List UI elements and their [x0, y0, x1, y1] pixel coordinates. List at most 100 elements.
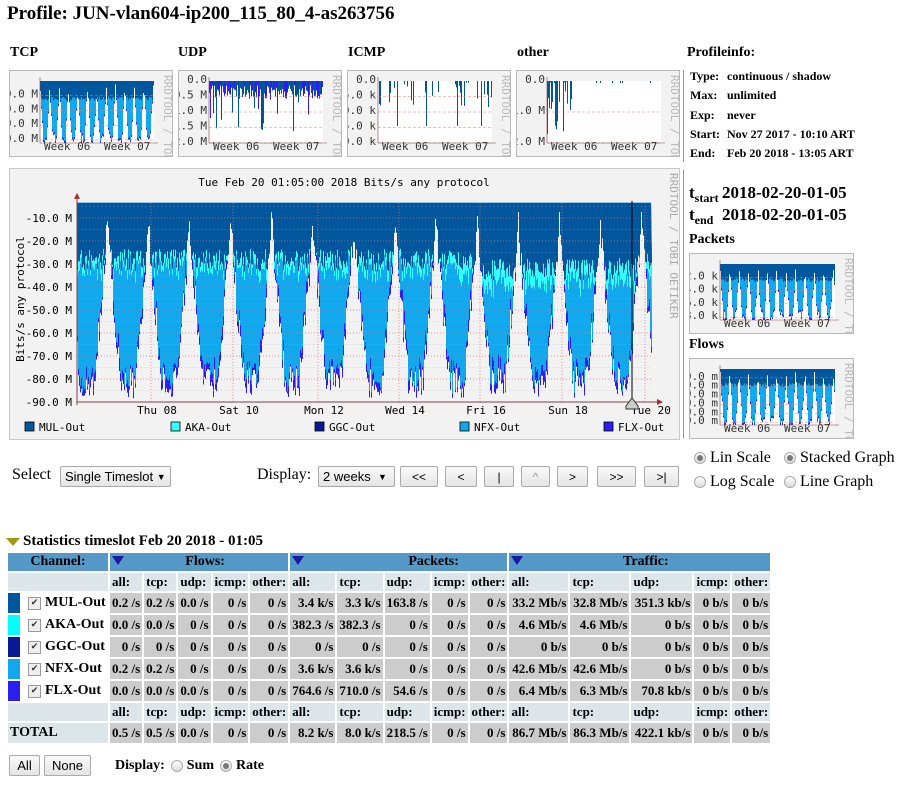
display-period-select[interactable]: 2 weeks ▼ [318, 466, 395, 487]
tab-other[interactable]: other [517, 45, 549, 60]
stacked-graph-radio[interactable]: Stacked Graph [784, 449, 895, 467]
nav-fast-forward-button[interactable]: >> [597, 466, 636, 487]
thumb-bar [806, 264, 807, 280]
stat-value: 0 /s [144, 637, 177, 657]
rate-radio[interactable]: Rate [220, 758, 264, 774]
stat-value: 0.2 /s [110, 593, 143, 613]
thumb-bar [102, 81, 103, 134]
channel-checkbox[interactable]: ✔ [28, 596, 41, 610]
tab-icmp[interactable]: ICMP [348, 45, 386, 60]
line-graph-radio[interactable]: Line Graph [784, 473, 873, 491]
thumb-bar [825, 369, 826, 385]
line-graph-label: Line Graph [800, 473, 874, 490]
stat-value: 0 /s [469, 681, 508, 701]
timeslot-select-value: Single Timeslot [65, 469, 154, 484]
thumb-bar [106, 81, 107, 88]
thumb-bar [151, 81, 152, 98]
thumb-bar [753, 369, 754, 419]
thumb-bar [226, 81, 227, 86]
thumb-bar [721, 369, 722, 385]
udp-thumbnail-graph[interactable]: 0.0 -0.5 M -1.0 M -1.5 M -2.0 M Week 06 Week 0… [167, 70, 343, 221]
stat-value: 0 b/s [570, 637, 630, 657]
nav-last-button[interactable]: >| [644, 466, 679, 487]
sort-triangle-icon[interactable] [511, 556, 524, 565]
packets-header[interactable]: Packets: [290, 553, 508, 571]
stats-heading[interactable]: Statistics timeslot Feb 20 2018 - 01:05 [6, 533, 263, 550]
timeslot-select[interactable]: Single Timeslot ▼ [60, 466, 171, 487]
stat-value: 0 /s [212, 681, 249, 701]
thumb-bar [149, 81, 150, 97]
channel-checkbox[interactable]: ✔ [28, 662, 41, 676]
nav-first-button[interactable]: << [400, 466, 438, 487]
sub-header: tcp: [144, 703, 177, 721]
thumb-bar [397, 81, 398, 126]
thumb-bar [85, 81, 86, 100]
nav-next-button[interactable]: > [557, 466, 588, 487]
thumb-bar [318, 81, 319, 97]
thumb-bar [140, 81, 141, 138]
log-scale-radio[interactable]: Log Scale [694, 473, 774, 491]
thumb-bar [407, 81, 408, 87]
thumb-bar [41, 81, 42, 99]
thumb-bar [74, 81, 75, 138]
thumb-bar [484, 81, 485, 95]
channel-checkbox[interactable]: ✔ [28, 684, 41, 698]
thumb-bar [228, 81, 229, 92]
thumb-bar [728, 369, 729, 384]
channel-checkbox[interactable]: ✔ [28, 618, 41, 632]
channel-checkbox[interactable]: ✔ [28, 640, 41, 654]
nav-prev-button[interactable]: < [445, 466, 477, 487]
flows-header[interactable]: Flows: [110, 553, 289, 571]
thumb-bar [96, 81, 97, 99]
channel-color-swatch [8, 637, 20, 657]
nav-up-button[interactable]: ^ [521, 466, 550, 487]
other-thumbnail-graph[interactable]: 0.0 -1.0 M -2.0 M Week 06 Week 07 RRDTOOL / T… [505, 70, 681, 221]
thumb-bar [317, 81, 318, 99]
other-thumbnail-chart: 0.0 -1.0 M -2.0 M Week 06 Week 07 RRDTOOL / T… [505, 73, 681, 221]
thumb-bar [109, 81, 110, 99]
thumb-bar [738, 264, 739, 281]
thumb-bar [736, 264, 737, 309]
nav-center-button[interactable]: | [484, 466, 514, 487]
table-row: ✔ GGC-Out 0 /s 0 /s 0 /s 0 /s 0 /s 0 /s 0 /s 0 /s… [8, 637, 771, 657]
thumb-x-tick: Week 06 [724, 317, 770, 330]
thumb-bar [772, 264, 773, 280]
thumb-bar [116, 81, 117, 98]
lin-scale-radio[interactable]: Lin Scale [694, 449, 771, 467]
select-all-button[interactable]: All [9, 755, 40, 776]
thumb-bar [757, 264, 758, 282]
thumb-bar [69, 81, 70, 101]
icmp-thumbnail-graph[interactable]: 0.0 -5.0 k -10.0 k -15.0 k -20.0 k Week 06 Wee… [330, 70, 512, 221]
traffic-header[interactable]: Traffic: [509, 553, 771, 571]
thumb-bar [147, 81, 148, 100]
thumb-bar [775, 369, 776, 386]
thumb-bar [269, 81, 270, 93]
thumb-bar [250, 81, 251, 86]
tab-udp[interactable]: UDP [178, 45, 207, 60]
sub-header: icmp: [431, 703, 468, 721]
thumb-bar [748, 264, 749, 274]
flows-thumbnail-graph[interactable]: -100.0 m-200.0 m-300.0 m-400.0 m-500.0 m… [665, 358, 855, 509]
thumb-bar [138, 81, 139, 139]
tcp-thumbnail-graph[interactable]: -20.0 M-40.0 M -60.0 M -80.0 M Week 06 Week … [0, 70, 174, 221]
thumb-bar [734, 264, 735, 317]
thumb-bar [815, 264, 816, 279]
select-none-button[interactable]: None [44, 755, 91, 776]
sum-radio[interactable]: Sum [170, 758, 214, 774]
thumb-bar [750, 264, 751, 279]
thumb-bar [287, 81, 288, 93]
packets-thumbnail-graph[interactable]: -2.0 k-4.0 k-6.0 k-8.0 k Week 06 Week 07 RR… [678, 253, 855, 404]
sort-triangle-icon[interactable] [292, 556, 305, 565]
thumb-bar [86, 81, 87, 98]
main-graph[interactable]: Tue Feb 20 01:05:00 2018 Bits/s any prot… [9, 168, 680, 440]
thumb-bar [791, 369, 792, 385]
tab-tcp[interactable]: TCP [10, 45, 38, 60]
stat-value: 0 b/s [732, 637, 771, 657]
sort-triangle-icon[interactable] [112, 556, 124, 565]
thumb-bar [44, 81, 45, 100]
traffic-header-label: Traffic: [623, 554, 669, 569]
thumb-bar [733, 264, 734, 318]
thumb-bar [789, 264, 790, 282]
sub-header: icmp: [212, 703, 249, 721]
thumb-bar [742, 369, 743, 386]
